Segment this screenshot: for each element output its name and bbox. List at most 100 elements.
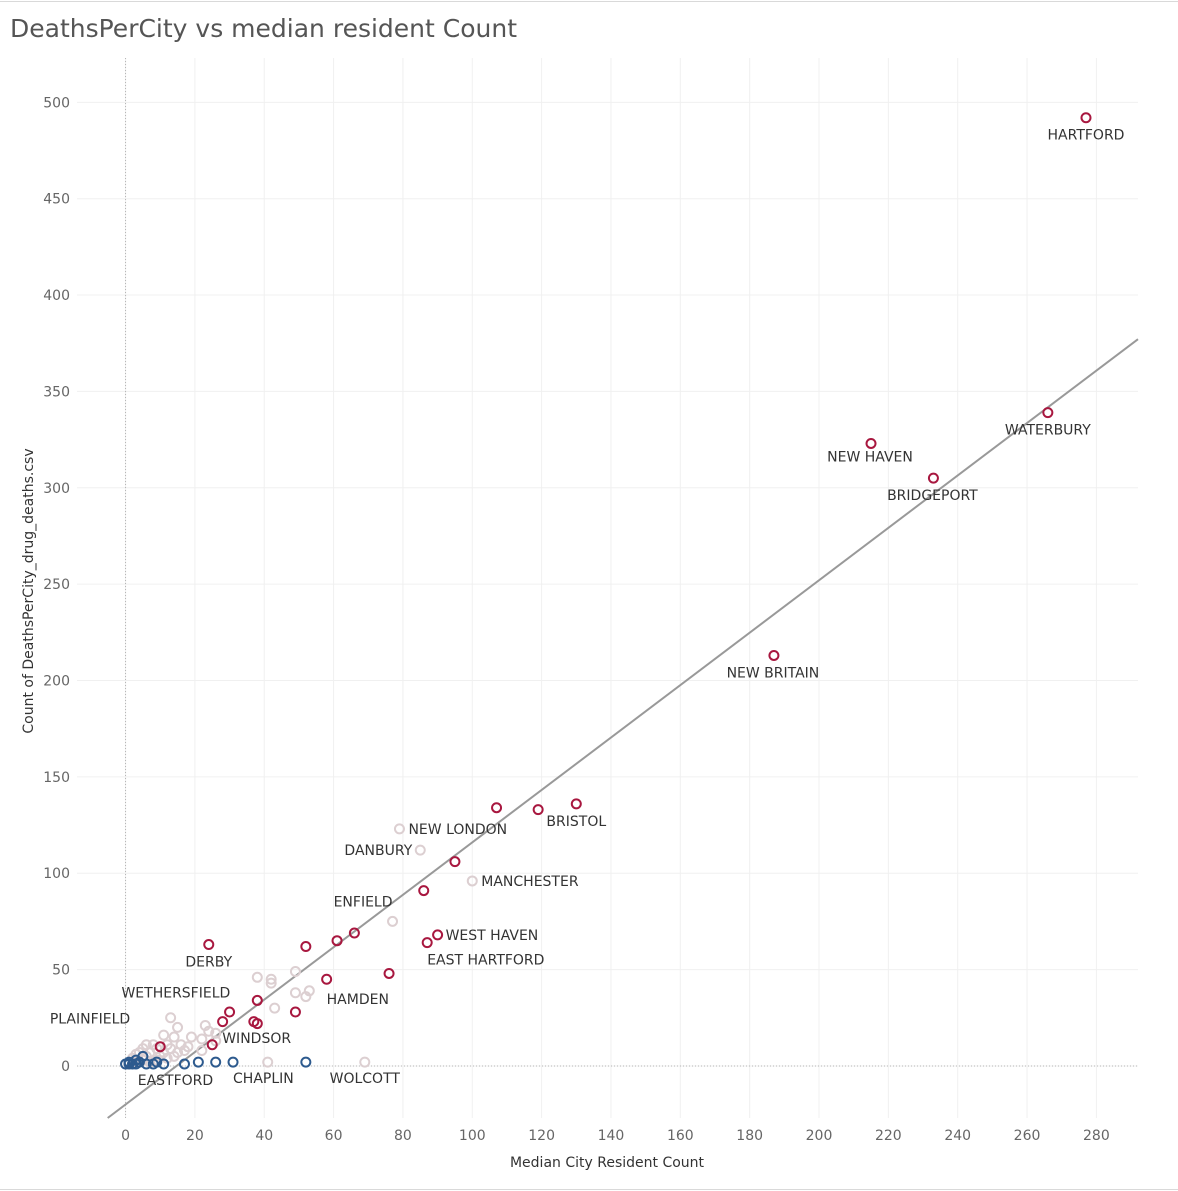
y-tick-label: 150 — [43, 770, 70, 786]
point-label: DERBY — [185, 955, 232, 971]
point-label: HAMDEN — [327, 992, 389, 1008]
data-point-low[interactable] — [300, 1056, 312, 1068]
data-point-mid[interactable] — [262, 1056, 274, 1068]
y-tick-label: 300 — [43, 481, 70, 497]
data-point-mid[interactable] — [289, 987, 301, 999]
point-label: EAST HARTFORD — [427, 953, 544, 969]
y-tick-label: 0 — [61, 1059, 70, 1075]
data-point-mid[interactable] — [414, 844, 426, 856]
data-point-low[interactable] — [192, 1056, 204, 1068]
data-point-high[interactable] — [203, 939, 215, 951]
data-point-high[interactable] — [300, 940, 312, 952]
data-point-high[interactable] — [570, 798, 582, 810]
data-point-mid[interactable] — [265, 973, 277, 985]
data-point-high[interactable] — [927, 472, 939, 484]
data-point-high[interactable] — [383, 967, 395, 979]
top-divider — [0, 1, 1178, 2]
x-tick-label: 120 — [528, 1128, 555, 1144]
data-point-high[interactable] — [348, 927, 360, 939]
data-point-mid[interactable] — [265, 977, 277, 989]
x-tick-label: 0 — [121, 1128, 130, 1144]
data-point-high[interactable] — [532, 804, 544, 816]
point-label: ENFIELD — [334, 894, 393, 910]
x-tick-label: 220 — [875, 1128, 902, 1144]
y-tick-label: 50 — [52, 963, 70, 979]
data-point-high[interactable] — [1042, 407, 1054, 419]
data-point-mid[interactable] — [185, 1031, 197, 1043]
data-point-mid[interactable] — [196, 1045, 208, 1057]
data-point-mid[interactable] — [178, 1045, 190, 1057]
point-label: EASTFORD — [138, 1073, 213, 1089]
y-tick-label: 250 — [43, 577, 70, 593]
data-point-high[interactable] — [418, 885, 430, 897]
data-point-mid[interactable] — [359, 1056, 371, 1068]
point-label: WATERBURY — [1005, 423, 1091, 439]
x-tick-label: 20 — [186, 1128, 204, 1144]
point-label: WINDSOR — [222, 1031, 291, 1047]
data-point-mid[interactable] — [168, 1031, 180, 1043]
data-point-mid[interactable] — [165, 1012, 177, 1024]
x-tick-label: 260 — [1014, 1128, 1041, 1144]
data-point-high[interactable] — [768, 649, 780, 661]
data-point-mid[interactable] — [168, 1050, 180, 1062]
data-point-low[interactable] — [140, 1058, 152, 1070]
data-point-mid[interactable] — [387, 915, 399, 927]
data-point-mid[interactable] — [196, 1033, 208, 1045]
data-point-mid[interactable] — [158, 1029, 170, 1041]
data-point-mid[interactable] — [269, 1002, 281, 1014]
grid-lines — [77, 58, 1138, 1118]
data-point-high[interactable] — [421, 937, 433, 949]
point-label: MANCHESTER — [481, 874, 579, 890]
data-point-high[interactable] — [449, 856, 461, 868]
data-point-high[interactable] — [1080, 112, 1092, 124]
point-label: WETHERSFIELD — [121, 985, 230, 1001]
point-label: BRISTOL — [546, 814, 606, 830]
data-point-high[interactable] — [217, 1016, 229, 1028]
data-point-high[interactable] — [251, 1018, 263, 1030]
y-axis-ticks: 0 50 100 150 200 250 300 350 400 450 500 — [43, 95, 70, 1075]
data-point-high[interactable] — [491, 802, 503, 814]
data-point-low[interactable] — [178, 1058, 190, 1070]
data-point-mid[interactable] — [466, 875, 478, 887]
zero-reference-lines — [77, 58, 1138, 1118]
point-label: CHAPLIN — [233, 1071, 294, 1087]
point-label: DANBURY — [344, 843, 412, 859]
trend-line — [107, 338, 1139, 1119]
data-point-mid[interactable] — [289, 966, 301, 978]
data-point-mid[interactable] — [300, 991, 312, 1003]
point-label: PLAINFIELD — [50, 1012, 130, 1028]
data-point-high[interactable] — [331, 935, 343, 947]
point-label: NEW HAVEN — [827, 449, 913, 465]
data-point-low[interactable] — [147, 1058, 159, 1070]
x-tick-label: 160 — [667, 1128, 694, 1144]
data-point-high[interactable] — [224, 1006, 236, 1018]
data-point-low[interactable] — [227, 1056, 239, 1068]
data-point-low[interactable] — [120, 1058, 132, 1070]
x-axis-title: Median City Resident Count — [510, 1155, 705, 1171]
x-tick-label: 240 — [944, 1128, 971, 1144]
data-point-mid[interactable] — [203, 1025, 215, 1037]
trend-line-layer — [107, 338, 1139, 1119]
data-point-high[interactable] — [321, 973, 333, 985]
data-point-high[interactable] — [251, 994, 263, 1006]
data-point-low[interactable] — [158, 1058, 170, 1070]
data-point-high[interactable] — [206, 1039, 218, 1051]
data-point-low[interactable] — [210, 1056, 222, 1068]
data-point-high[interactable] — [289, 1006, 301, 1018]
data-point-mid[interactable] — [210, 1027, 222, 1039]
point-label: HARTFORD — [1048, 128, 1125, 144]
point-label: BRIDGEPORT — [887, 488, 978, 504]
data-point-high[interactable] — [154, 1041, 166, 1053]
data-point-low[interactable] — [130, 1058, 142, 1070]
data-point-mid[interactable] — [393, 823, 405, 835]
data-point-mid[interactable] — [251, 971, 263, 983]
point-labels: NEW LONDON DANBURY MANCHESTER ENFIELD WOLCOT… — [50, 128, 1125, 1089]
x-tick-label: 200 — [806, 1128, 833, 1144]
data-point-high[interactable] — [432, 929, 444, 941]
bottom-divider — [0, 1189, 1178, 1190]
data-point-mid[interactable] — [172, 1021, 184, 1033]
point-label: NEW LONDON — [408, 822, 507, 838]
y-tick-label: 400 — [43, 288, 70, 304]
data-point-high[interactable] — [865, 437, 877, 449]
